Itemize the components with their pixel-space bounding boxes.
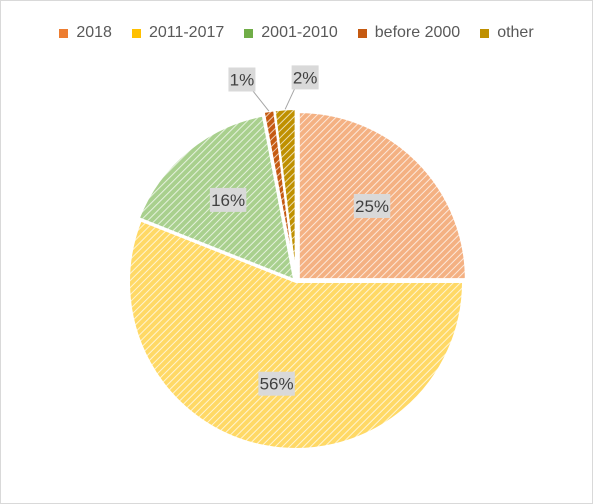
legend-item-other: other [480,24,534,42]
leader-line-before-2000 [251,89,270,112]
legend-label-2011-2017: 2011-2017 [148,24,225,41]
legend-label-before-2000: before 2000 [374,24,461,41]
pie-slice-other [273,108,297,277]
legend-item-2001-2010: 2001-2010 [244,24,338,42]
legend: 2018 2011-2017 2001-2010 before 2000 oth… [0,24,593,42]
data-label-box-2011-2017 [258,371,295,396]
data-label-box-2001-2010 [209,187,247,212]
data-labels: 25% 56% 16% 1% 2% [209,65,391,396]
data-label-box-other [291,65,319,90]
legend-item-2018: 2018 [59,24,112,42]
legend-label-2001-2010: 2001-2010 [261,24,338,41]
legend-item-before-2000: before 2000 [357,24,461,42]
legend-swatch-2018 [59,28,69,38]
slices [128,108,467,450]
pie-slice-2011-2017 [128,219,465,450]
legend-swatch-other [480,28,490,38]
data-label-before-2000: 1% [230,71,255,90]
leader-line-other [284,87,296,110]
legend-swatch-before-2000 [357,28,367,38]
data-label-box-before-2000 [228,67,256,92]
legend-swatch-2011-2017 [131,28,141,38]
data-label-box-2018 [353,193,391,218]
legend-item-2011-2017: 2011-2017 [131,24,225,42]
data-label-2001-2010: 16% [211,191,245,210]
data-label-other: 2% [293,68,318,87]
data-label-2018: 25% [355,197,389,216]
legend-swatch-2001-2010 [244,28,254,38]
leader-lines [251,87,296,112]
data-label-2011-2017: 56% [260,375,294,394]
legend-label-other: other [497,24,534,41]
legend-label-2018: 2018 [76,24,112,41]
